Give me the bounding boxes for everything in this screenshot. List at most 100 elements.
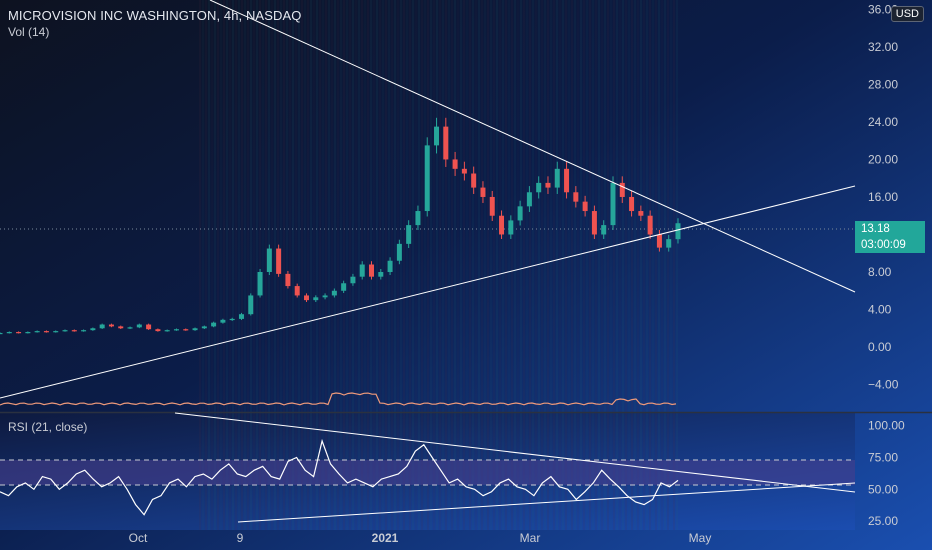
candle-body — [489, 196, 495, 216]
candle-body — [396, 243, 402, 261]
candle-body — [25, 332, 31, 334]
candle-body — [6, 332, 12, 334]
candle-body — [248, 295, 254, 315]
candle-body — [359, 264, 365, 277]
candle-body — [183, 329, 189, 331]
candle-body — [471, 173, 477, 188]
candle-body — [294, 286, 300, 296]
candle-body — [229, 318, 235, 321]
price-tick-label: 8.00 — [868, 265, 892, 279]
candle-body — [638, 211, 644, 216]
candle-body — [341, 283, 347, 291]
candle-body — [545, 182, 551, 188]
last-price-tag: 13.18 — [855, 221, 925, 237]
price-axis-ticks: 36.0032.0028.0024.0020.0016.008.004.000.… — [868, 2, 899, 391]
volume-label: Vol (14) — [8, 25, 50, 39]
time-axis-ticks: Oct 9 2021 Mar May — [129, 531, 712, 545]
time-tick-label: 2021 — [372, 531, 399, 545]
candle-body — [127, 327, 133, 329]
candle-body — [619, 182, 625, 197]
candle-body — [136, 324, 142, 328]
candle-body — [499, 215, 505, 235]
candle-body — [43, 331, 49, 333]
candle-body — [211, 322, 217, 327]
candle-body — [369, 264, 375, 277]
price-tick-label: 16.00 — [868, 190, 898, 204]
candle-body — [517, 206, 523, 221]
candle-body — [303, 295, 309, 301]
candle-body — [656, 234, 662, 248]
candle-body — [266, 248, 272, 272]
currency-button[interactable]: USD — [890, 6, 924, 22]
candle-body — [53, 331, 59, 333]
trendlines — [0, 0, 856, 523]
volume-stripes — [199, 0, 678, 530]
candle-body — [285, 273, 291, 287]
candle-body — [508, 220, 514, 235]
candle-body — [601, 225, 607, 235]
candle-body — [554, 168, 560, 188]
candle-body — [201, 326, 207, 329]
rsi-tick-label: 75.00 — [868, 451, 898, 465]
rsi-tick-label: 50.00 — [868, 482, 898, 496]
candle-body — [536, 182, 542, 193]
rsi-axis-ticks: 100.00 75.00 50.00 25.00 — [868, 419, 905, 528]
candle-body — [192, 328, 198, 331]
candle-body — [108, 324, 114, 327]
price-tick-label: 0.00 — [868, 340, 892, 354]
candle-body — [99, 324, 105, 329]
candle-body — [0, 332, 3, 335]
candle-body — [675, 223, 681, 240]
candle-body — [526, 192, 532, 207]
rsi-support-trendline — [237, 482, 856, 523]
price-tick-label: −4.00 — [868, 378, 899, 392]
candle-body — [461, 168, 467, 174]
candle-body — [118, 326, 124, 329]
candle-body — [173, 329, 179, 331]
candle-body — [378, 272, 384, 277]
candle-body — [238, 314, 244, 319]
candle-body — [164, 330, 170, 332]
candle-body — [387, 260, 393, 272]
time-tick-label: Oct — [129, 531, 148, 545]
symbol-title: MICROVISION INC WASHINGTON, 4h, NASDAQ — [8, 8, 302, 23]
price-tick-label: 28.00 — [868, 77, 898, 91]
rsi-tick-label: 100.00 — [868, 419, 905, 433]
candle-body — [155, 329, 161, 332]
rsi-tick-label: 25.00 — [868, 514, 898, 528]
price-tick-label: 4.00 — [868, 303, 892, 317]
candle-body — [647, 215, 653, 235]
candle-body — [81, 330, 87, 332]
candle-body — [564, 168, 570, 193]
time-tick-label: Mar — [520, 531, 541, 545]
candle-body — [406, 225, 412, 244]
candle-body — [424, 145, 430, 212]
candle-body — [666, 239, 672, 248]
rsi-line — [0, 438, 679, 516]
candle-body — [71, 330, 77, 332]
candle-body — [62, 330, 68, 332]
candle-body — [573, 192, 579, 202]
candle-body — [220, 319, 226, 323]
candle-body — [443, 126, 449, 160]
price-support-trendline — [0, 185, 856, 399]
candle-body — [322, 295, 328, 298]
candle-body — [257, 272, 263, 296]
candle-body — [610, 182, 616, 226]
candle-body — [146, 324, 152, 330]
candle-body — [415, 211, 421, 226]
price-tick-label: 20.00 — [868, 152, 898, 166]
candle-body — [480, 187, 486, 197]
price-resistance-trendline — [209, 0, 856, 293]
candle-body — [34, 331, 40, 333]
rsi-band — [0, 460, 855, 485]
candle-body — [16, 332, 22, 334]
candle-body — [629, 196, 635, 212]
candle-body — [350, 276, 356, 284]
price-tick-label: 32.00 — [868, 40, 898, 54]
candle-body — [276, 248, 282, 274]
candle-body — [434, 126, 440, 146]
volume-line — [0, 392, 677, 406]
candle-body — [591, 211, 597, 235]
